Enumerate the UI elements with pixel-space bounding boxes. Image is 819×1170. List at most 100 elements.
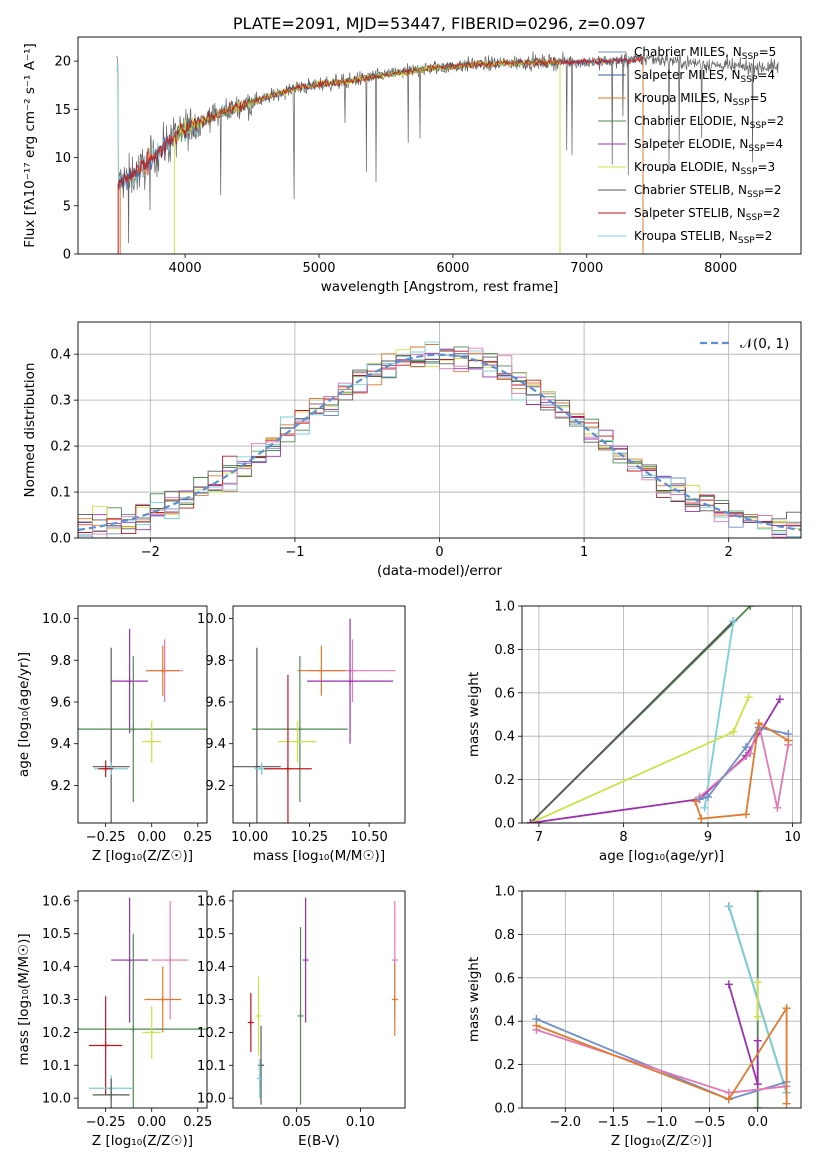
legend-text: Kroupa STELIB, N [634,229,738,243]
weight-marker [704,792,712,801]
y-tick-label: 15 [54,103,71,118]
x-tick-label: 0 [435,545,443,560]
data-point [126,678,133,685]
x-tick-label: −0.25 [86,830,126,845]
legend-subscript: SSP [750,121,767,131]
y-tick-label: 10.5 [197,927,226,942]
legend-subscript: SSP [741,167,758,177]
x-tick-label: 0.00 [137,830,166,845]
y-tick-label: 9.4 [205,737,226,752]
x-axis-label: mass [log₁₀(M/M☉)] [253,848,385,864]
legend-entry: Kroupa MILES, NSSP=5 [634,91,767,108]
data-point [102,1042,109,1049]
data-point [294,738,301,745]
x-tick-label: −0.25 [86,1115,126,1130]
histogram-chabrier_elodie [78,346,801,532]
x-tick-label: −0.5 [694,1115,726,1130]
legend-text: Chabrier STELIB, N [634,183,747,197]
weight-marker [729,727,738,736]
y-tick-label: 0.1 [50,486,71,501]
data-point [347,678,354,685]
plot-area [116,51,779,254]
legend-entry: 𝒩(0, 1) [740,336,789,352]
axes-frame [232,605,406,824]
legend-entry: Salpeter ELODIE, NSSP=4 [634,137,783,154]
data-point [159,667,166,674]
x-tick-label: −1.5 [598,1115,630,1130]
spectrum-line-salpeter_stelib [117,55,644,188]
y-axis-label: mass weight [466,957,482,1042]
x-axis-label: Z [log₁₀(Z/Z☉)] [611,1133,712,1149]
data-point [159,996,166,1003]
y-tick-label: 10.1 [197,1059,226,1074]
x-tick-label: 7000 [570,261,603,276]
y-tick-label: 0.2 [494,773,515,788]
y-tick-label: 10.0 [42,1092,71,1107]
data-point [108,1091,115,1098]
weight-marker [729,617,738,626]
x-tick-label: 0.0 [747,1115,768,1130]
data-point [256,1075,263,1082]
x-tick-label: −1 [285,545,304,560]
weight-marker [754,719,763,728]
legend-subscript: SSP [738,236,755,246]
x-tick-label: 0.05 [282,1115,311,1130]
y-tick-label: 0.2 [50,440,71,455]
x-axis-label: E(B-V) [298,1133,340,1149]
legend-tail: =2 [763,206,781,220]
data-point [126,957,133,964]
x-tick-label: 10.50 [351,830,388,845]
y-tick-label: 10 [54,151,71,166]
y-tick-label: 0.0 [494,817,515,832]
axes-frame [521,605,802,824]
y-tick-label: 0.4 [494,730,515,745]
data-point [391,996,398,1003]
y-tick-label: 0.3 [50,394,71,409]
data-point [148,1029,155,1036]
legend-tail: =2 [766,114,784,128]
chart-weight_vs_age: 7 8 9 10 0.0 0.2 0.4 0.6 0.8 1.0 age [log₁₀(age/yr… [466,600,802,864]
y-tick-label: 10.5 [42,927,71,942]
plot-area [78,322,801,538]
y-tick-label: 9.2 [205,779,226,794]
x-tick-label: 0.00 [137,1115,166,1130]
y-tick-label: 10.3 [197,993,226,1008]
axes-frame [521,890,802,1109]
data-point [255,1012,262,1019]
y-tick-label: 5 [63,199,71,214]
legend-text: Salpeter MILES, N [634,68,741,82]
x-tick-label: 1 [580,545,588,560]
weight-marker [782,1099,791,1108]
weight-marker [695,795,704,804]
data-point [258,765,265,772]
chart-mass_vs_ebv: 0.05 0.10 10.0 10.1 10.2 10.3 10.4 10.5 10.6 E(B-… [197,890,406,1149]
legend-subscript: SSP [733,98,750,108]
y-tick-label: 9.2 [50,779,71,794]
legend-text: Salpeter STELIB, N [634,206,746,220]
legend-entry: Kroupa STELIB, NSSP=2 [634,229,772,246]
legend-tail: =4 [757,68,775,82]
weight-marker [724,902,733,911]
x-tick-label: 10.25 [291,830,328,845]
y-tick-label: 0.8 [494,643,515,658]
plot-area [78,897,207,1108]
y-tick-label: 9.4 [50,737,71,752]
legend-text: Chabrier MILES, N [634,45,742,59]
x-tick-label: 0.25 [183,1115,212,1130]
y-axis-label: Flux [fλ10⁻¹⁷ erg cm⁻² s⁻¹ A⁻¹] [22,43,38,248]
x-tick-label: 6000 [436,261,469,276]
legend-subscript: SSP [747,190,764,200]
y-tick-label: 0.6 [494,686,515,701]
legend-entry: Salpeter STELIB, NSSP=2 [634,206,780,223]
chart-mass_vs_Z: −0.25 0.00 0.25 10.0 10.1 10.2 10.3 10.4 10.5 10.… [16,890,212,1149]
x-tick-label: 10 [784,830,801,845]
y-tick-label: 0.0 [494,1102,515,1117]
plot-area [78,628,207,823]
weight-marker [746,749,755,758]
y-tick-label: 10.4 [197,960,226,975]
x-tick-label: 2 [725,545,733,560]
weight-marker [724,1095,733,1104]
weight-marker [532,1021,541,1030]
y-tick-label: 10.4 [42,960,71,975]
weight-marker [782,1004,791,1013]
